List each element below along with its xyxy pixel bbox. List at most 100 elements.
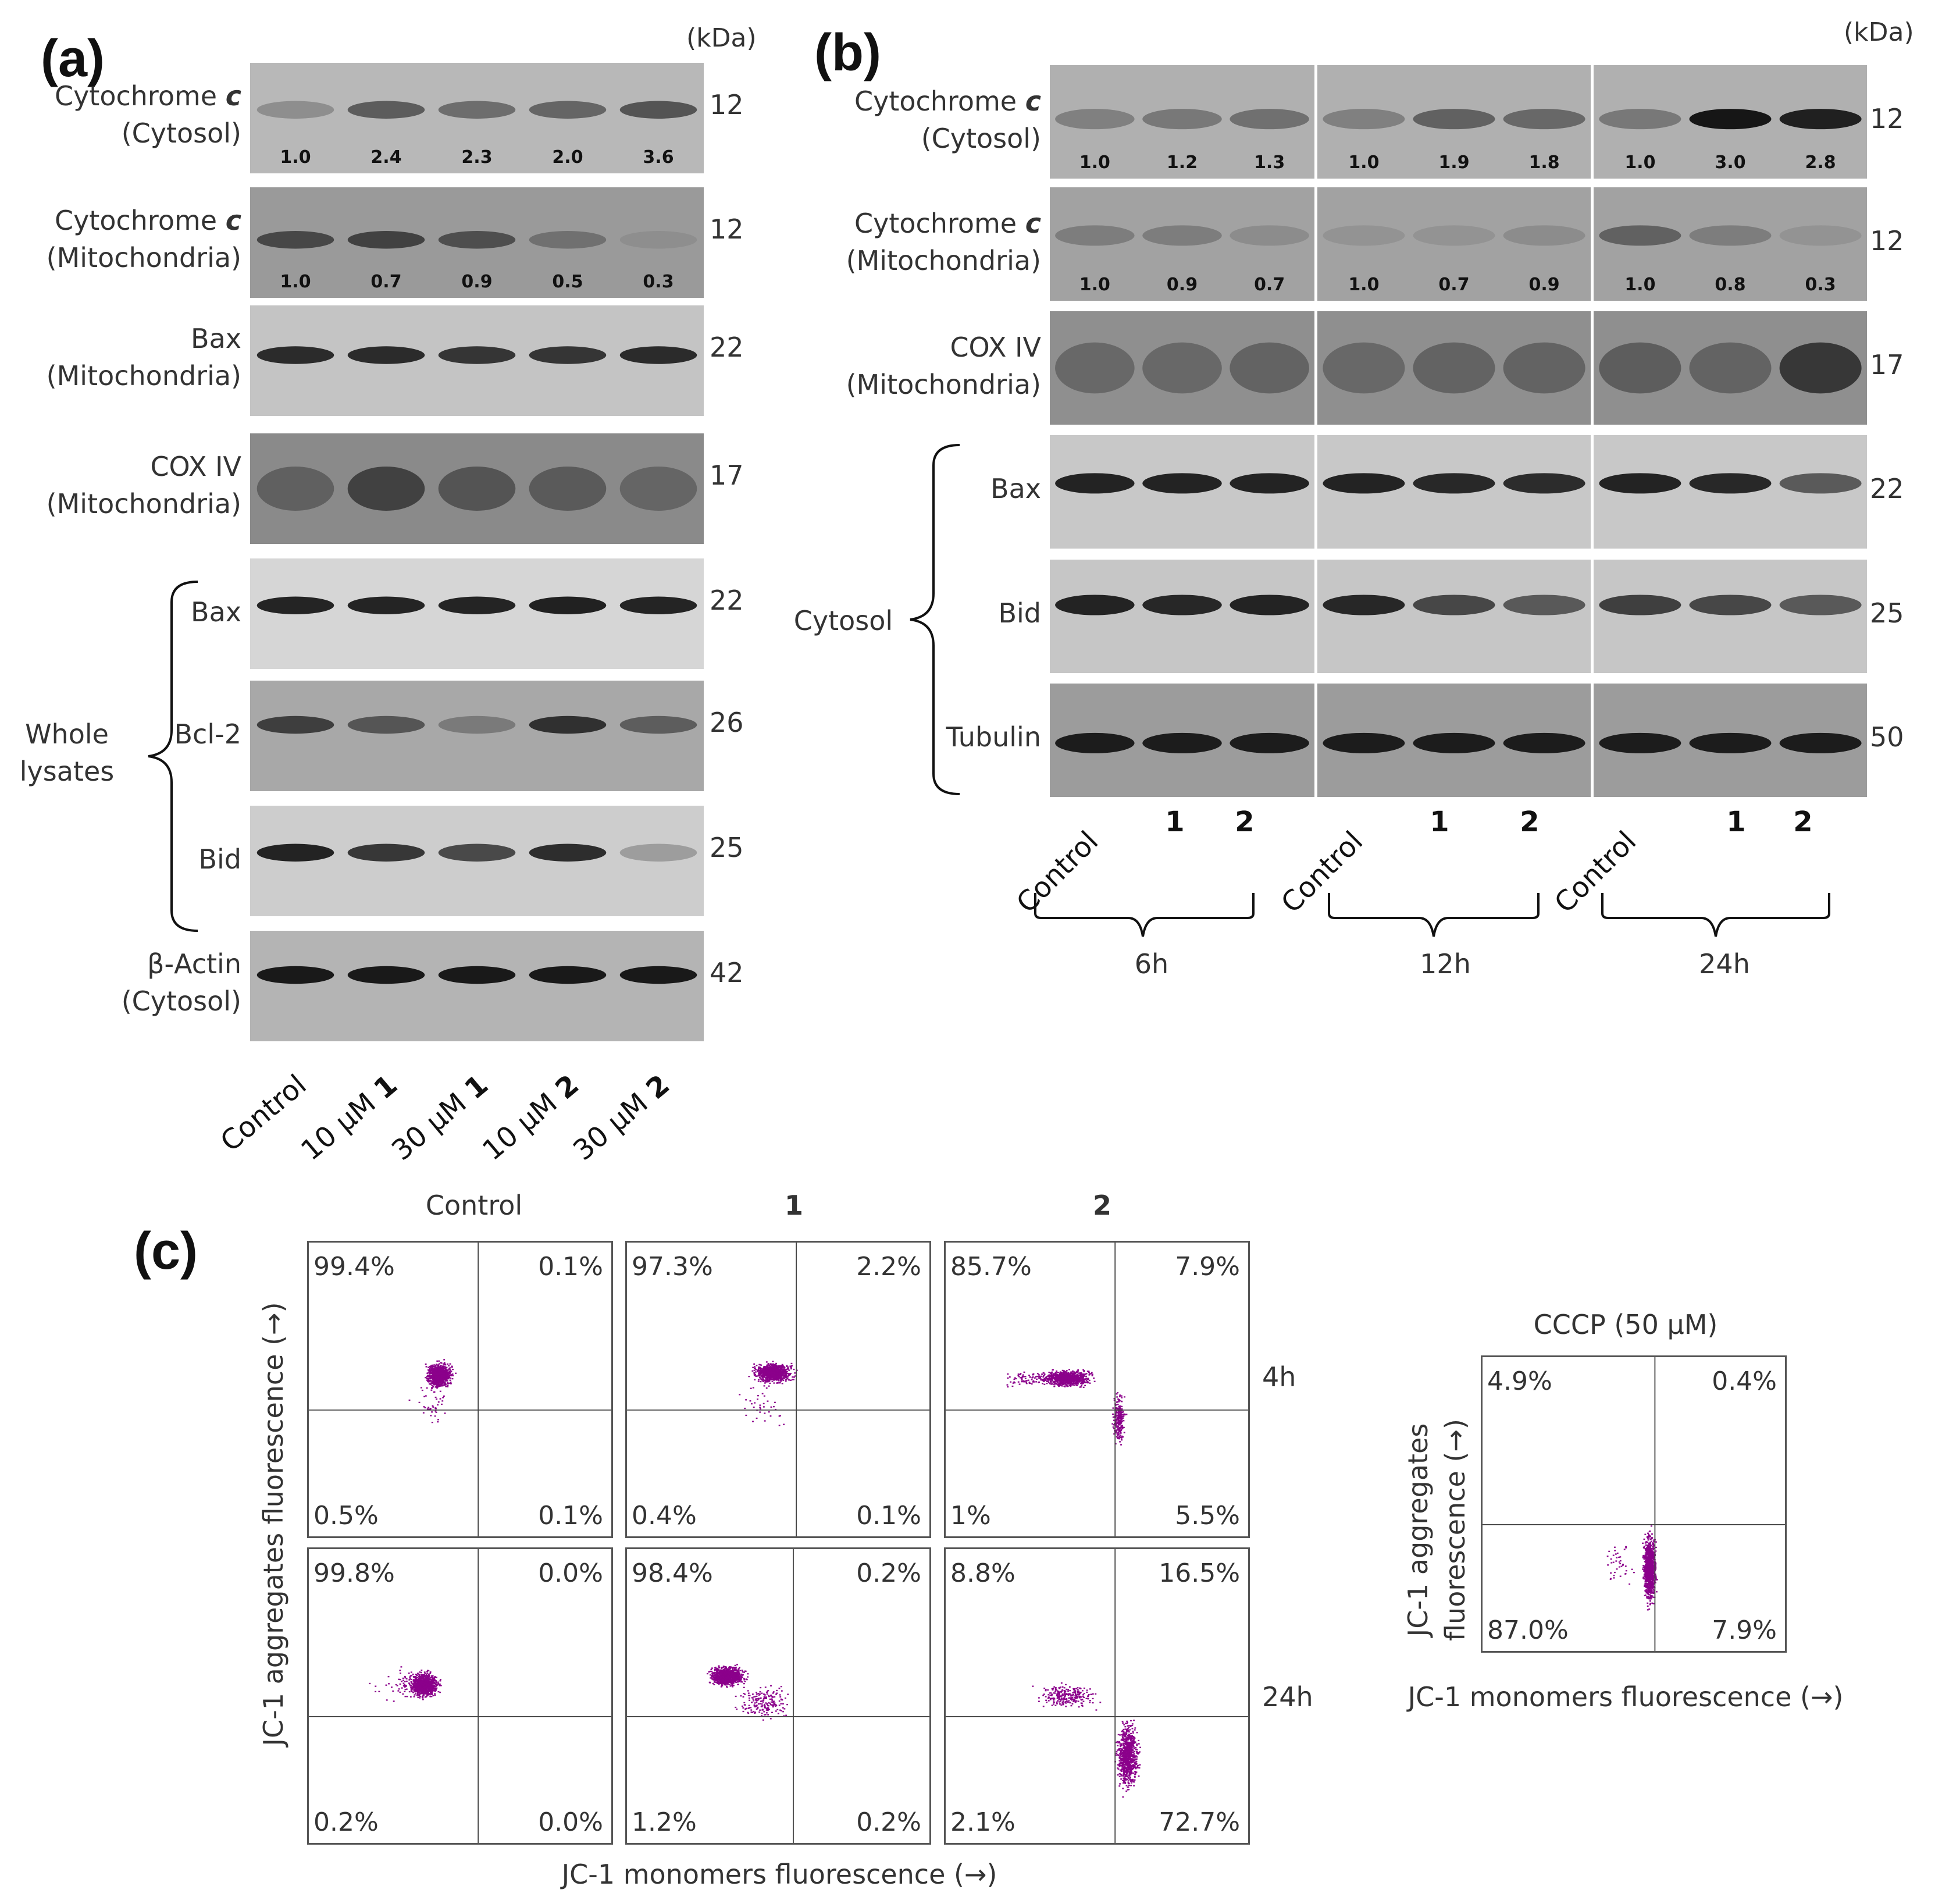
panel-a-quant: 2.4 (370, 147, 402, 168)
facs-plot-1-3: 85.7% 7.9% 1% 5.5% (944, 1241, 1250, 1538)
panel-b-lane-label-1: 1 (1726, 806, 1746, 838)
band-3 (1503, 732, 1585, 753)
band-1 (256, 716, 334, 734)
band-2 (1142, 109, 1222, 130)
band-1 (1323, 595, 1405, 615)
cccp-y-axis-label: JC-1 aggregates fluorescence (→) (1402, 1419, 1471, 1641)
band-2 (1413, 595, 1495, 615)
cccp-plot-area: 4.9% 0.4% 87.0% 7.9% (1481, 1355, 1787, 1653)
panel-b-blot-row-4-seg-1 (1050, 435, 1314, 549)
band-3 (1503, 109, 1585, 130)
panel-b-quant: 1.2 (1166, 152, 1198, 173)
band-3 (1503, 342, 1585, 394)
row-head-4h: 4h (1262, 1361, 1296, 1393)
band-3 (1779, 473, 1862, 494)
band-2 (1689, 342, 1772, 394)
panel-a-row-label-6: Bcl-2 (174, 718, 242, 750)
panel-a-quant: 0.7 (370, 272, 402, 292)
panel-a-mw-2: 12 (710, 213, 744, 245)
quadrant-ul-percent: 99.4% (313, 1252, 395, 1282)
bracket-12h (1328, 893, 1540, 937)
panel-b-quant: 2.8 (1805, 152, 1836, 173)
band-3 (1779, 342, 1862, 394)
band-3 (1230, 595, 1309, 615)
band-2 (1689, 732, 1772, 753)
band-5 (619, 467, 697, 511)
band-1 (1599, 109, 1681, 130)
band-3 (1779, 732, 1862, 753)
panel-a-lane-label-2: 10 μM 1 (295, 1068, 404, 1168)
band-4 (529, 467, 607, 511)
panel-a-quant: 0.9 (461, 272, 493, 292)
quadrant-ll-percent: 0.2% (313, 1807, 379, 1837)
panel-b-blot-row-6-seg-1 (1050, 684, 1314, 797)
band-2 (347, 346, 425, 364)
quadrant-ll-percent: 1.2% (632, 1807, 697, 1837)
panel-a-row-label-4: COX IV (Mitochondria) (46, 451, 241, 519)
panel-b-blot-row-5-seg-3 (1594, 560, 1867, 673)
panel-a-mw-8: 42 (710, 957, 744, 988)
panel-a-mw-1: 12 (710, 89, 744, 120)
quadrant-lr-percent: 0.2% (856, 1807, 921, 1837)
quadrant-lr-percent: 0.0% (538, 1807, 603, 1837)
quadrant-ul-percent: 99.8% (313, 1558, 395, 1588)
band-3 (1503, 595, 1585, 615)
band-1 (1599, 473, 1681, 494)
panel-b-mw-2: 12 (1870, 225, 1904, 257)
panel-b-quant: 1.3 (1254, 152, 1285, 173)
cytosol-group-label: Cytosol (793, 605, 893, 636)
panel-a-blot-row-7 (250, 806, 704, 916)
panel-b-mw-3: 17 (1870, 349, 1904, 380)
facs-plot-1-1: 99.4% 0.1% 0.5% 0.1% (307, 1241, 613, 1538)
facs-y-axis-label: JC-1 aggregates fluorescence (→) (258, 1302, 289, 1746)
band-2 (1689, 109, 1772, 130)
band-4 (529, 716, 607, 734)
band-1 (1323, 109, 1405, 130)
panel-b-mw-4: 22 (1870, 473, 1904, 504)
band-3 (1779, 595, 1862, 615)
band-3 (1503, 225, 1585, 246)
panel-a-quant: 2.3 (461, 147, 493, 168)
panel-b-quant: 0.3 (1805, 275, 1836, 295)
band-3 (438, 101, 516, 119)
band-5 (619, 596, 697, 614)
band-3 (1503, 473, 1585, 494)
panel-b-mw-5: 25 (1870, 597, 1904, 629)
band-3 (438, 346, 516, 364)
band-1 (256, 844, 334, 862)
band-3 (438, 467, 516, 511)
quadrant-lr-percent: 72.7% (1159, 1807, 1240, 1837)
panel-b-lane-label-1: 1 (1165, 806, 1185, 838)
panel-b-quant: 0.7 (1438, 275, 1470, 295)
quadrant-ll-percent: 87.0% (1487, 1615, 1569, 1645)
italic-c: c (1025, 86, 1041, 117)
band-5 (619, 101, 697, 119)
panel-b-blot-row-3-seg-1 (1050, 311, 1314, 425)
quadrant-ll-percent: 2.1% (950, 1807, 1015, 1837)
band-2 (347, 467, 425, 511)
band-2 (1142, 342, 1222, 394)
panel-a-row-label-1: Cytochrome c (Cytosol) (54, 80, 241, 149)
italic-c: c (1025, 208, 1041, 239)
band-1 (1323, 732, 1405, 753)
facs-plot-2-2: 98.4% 0.2% 1.2% 0.2% (625, 1547, 931, 1845)
panel-a-mw-4: 17 (710, 460, 744, 491)
band-3 (1230, 732, 1309, 753)
quadrant-ul-percent: 8.8% (950, 1558, 1015, 1588)
quadrant-ur-percent: 7.9% (1175, 1252, 1240, 1282)
panel-a-lane-label-5: 30 μM 2 (567, 1068, 676, 1168)
panel-b-blot-row-3-seg-3 (1594, 311, 1867, 425)
panel-b-blot-row-6-seg-3 (1594, 684, 1867, 797)
panel-a-quant: 1.0 (280, 272, 311, 292)
panel-b-quant: 1.0 (1624, 275, 1656, 295)
band-3 (1779, 109, 1862, 130)
band-1 (256, 966, 334, 984)
band-1 (1055, 109, 1135, 130)
panel-b-letter: (b) (814, 24, 881, 82)
band-1 (256, 231, 334, 249)
band-1 (256, 346, 334, 364)
panel-a-row-label-8: β-Actin (Cytosol) (121, 948, 241, 1017)
quadrant-ul-percent: 4.9% (1487, 1366, 1552, 1396)
time-brackets (1034, 893, 1830, 937)
panel-a-mw-7: 25 (710, 832, 744, 863)
